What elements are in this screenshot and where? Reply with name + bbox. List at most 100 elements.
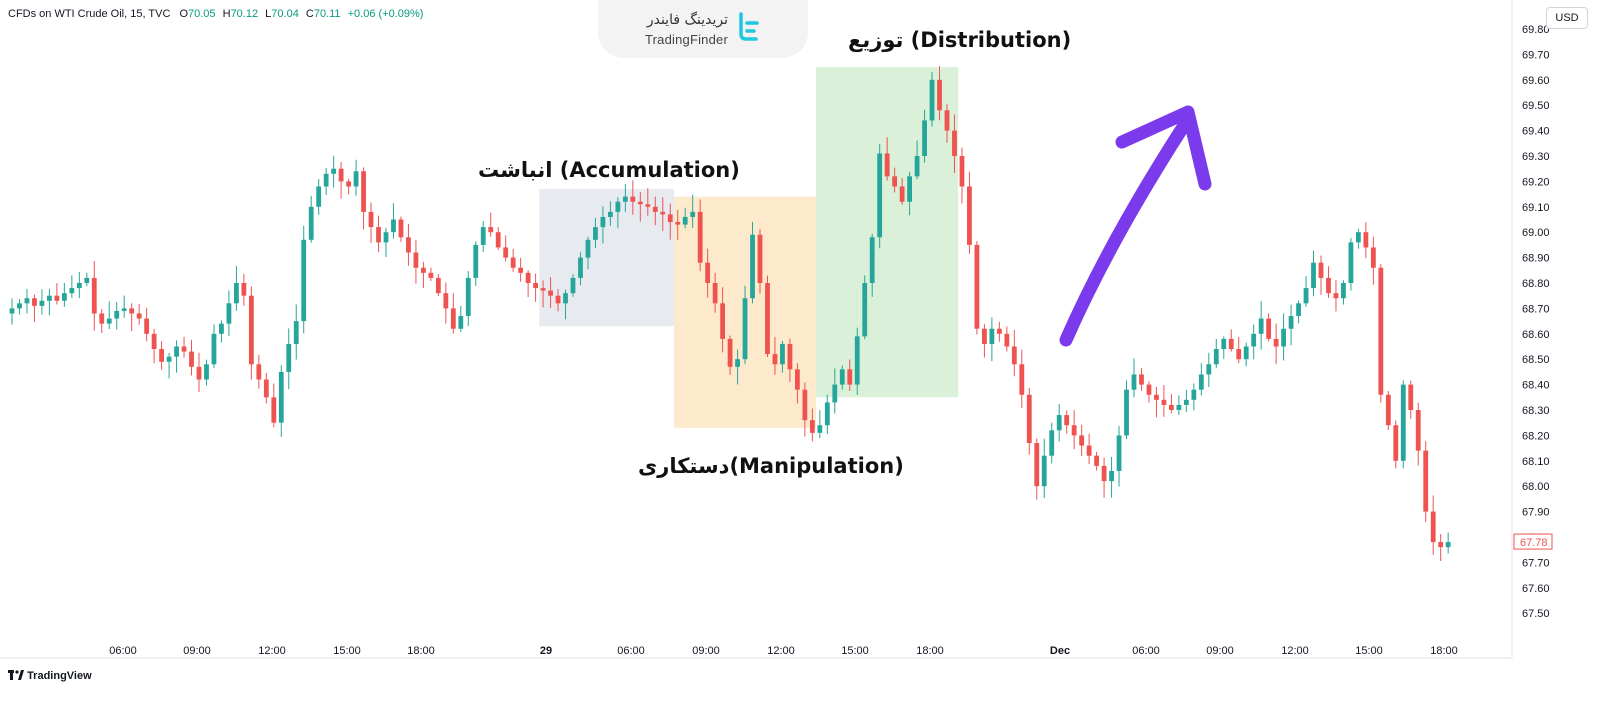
candle-body	[1064, 415, 1070, 426]
candle-body	[1318, 262, 1324, 278]
currency-button[interactable]: USD	[1546, 7, 1588, 29]
candle	[106, 301, 112, 330]
candle	[91, 261, 97, 331]
candle	[772, 336, 778, 375]
candle	[1258, 301, 1264, 350]
candle-body	[892, 176, 898, 187]
candle-body	[181, 346, 187, 352]
candle-body	[877, 153, 883, 238]
candle	[1415, 402, 1421, 466]
candle	[293, 304, 299, 360]
candle	[1378, 263, 1384, 403]
candle	[697, 199, 703, 272]
candle	[1266, 313, 1272, 342]
candle-body	[1198, 374, 1204, 390]
candle	[630, 180, 636, 215]
candle	[421, 261, 426, 289]
candle	[652, 196, 658, 226]
candle-body	[398, 219, 404, 238]
x-tick-label: 09:00	[183, 645, 211, 657]
candle-body	[742, 298, 748, 360]
candle	[795, 363, 800, 404]
candle	[136, 304, 142, 325]
candle	[323, 167, 329, 196]
candle	[660, 197, 666, 231]
candle	[39, 289, 45, 315]
y-tick-label: 67.70	[1522, 557, 1550, 569]
candle	[24, 288, 30, 314]
candle	[593, 217, 598, 249]
candle-body	[1026, 394, 1032, 444]
candle-body	[615, 201, 621, 212]
candle	[458, 305, 464, 333]
candle-body	[772, 354, 778, 365]
candle-body	[1415, 410, 1421, 451]
candle-body	[47, 295, 52, 301]
candle-body	[1348, 242, 1354, 283]
candle	[1393, 420, 1399, 469]
candle-body	[84, 277, 90, 283]
candle-body	[839, 369, 845, 385]
x-tick-label: 18:00	[916, 645, 944, 657]
candle-body	[525, 272, 531, 283]
candle-body	[787, 343, 793, 370]
candle	[1251, 324, 1257, 360]
candle-body	[428, 272, 434, 278]
x-tick-label: 09:00	[692, 645, 720, 657]
x-tick-label: 09:00	[1206, 645, 1234, 657]
candle	[1400, 380, 1406, 469]
candle	[839, 365, 845, 390]
y-tick-label: 67.60	[1522, 583, 1550, 595]
candle	[32, 294, 37, 322]
candle	[1341, 280, 1346, 305]
candle-body	[1393, 425, 1399, 461]
y-tick-label: 69.70	[1522, 49, 1550, 61]
candle-body	[1049, 430, 1055, 456]
candle-body	[421, 267, 426, 273]
candle	[578, 252, 583, 286]
candle-body	[338, 168, 344, 182]
candle	[1348, 237, 1354, 291]
candle-body	[1101, 465, 1107, 482]
candle	[533, 273, 538, 302]
candle	[1236, 337, 1242, 364]
candle	[1146, 381, 1152, 403]
candle	[615, 197, 621, 229]
candle	[1019, 349, 1025, 409]
candle-body	[1303, 288, 1309, 304]
candle	[548, 277, 553, 308]
last-price-box	[1513, 533, 1553, 550]
candle	[682, 207, 688, 229]
candle-body	[1243, 346, 1249, 360]
symbol-header: CFDs on WTI Crude Oil, 15, TVC O70.05 H7…	[8, 8, 423, 20]
candle-body	[189, 351, 194, 367]
candle-body	[809, 420, 815, 433]
candle-body	[630, 196, 636, 202]
candle-body	[271, 397, 277, 423]
high-label: H	[222, 8, 231, 20]
candle-body	[622, 196, 628, 202]
candle-body	[435, 277, 441, 294]
candle-body	[406, 237, 411, 253]
candle-body	[600, 216, 606, 228]
candle	[1109, 456, 1114, 498]
candle-body	[1228, 338, 1234, 350]
candle-body	[667, 214, 673, 223]
candle-body	[937, 79, 942, 111]
candle-body	[166, 356, 172, 362]
candle	[802, 382, 808, 437]
candle-body	[1430, 511, 1436, 543]
candle	[735, 349, 740, 385]
candle-body	[675, 222, 681, 225]
low-value: 70.04	[271, 8, 299, 20]
candle	[1423, 441, 1429, 523]
candle	[1086, 433, 1092, 465]
candle	[525, 270, 531, 298]
candle	[9, 298, 15, 325]
candle	[1408, 380, 1414, 419]
candle	[1206, 352, 1212, 388]
candle-body	[1258, 318, 1264, 334]
tradingview-brand: TradingView	[27, 670, 92, 682]
candle	[121, 295, 127, 318]
